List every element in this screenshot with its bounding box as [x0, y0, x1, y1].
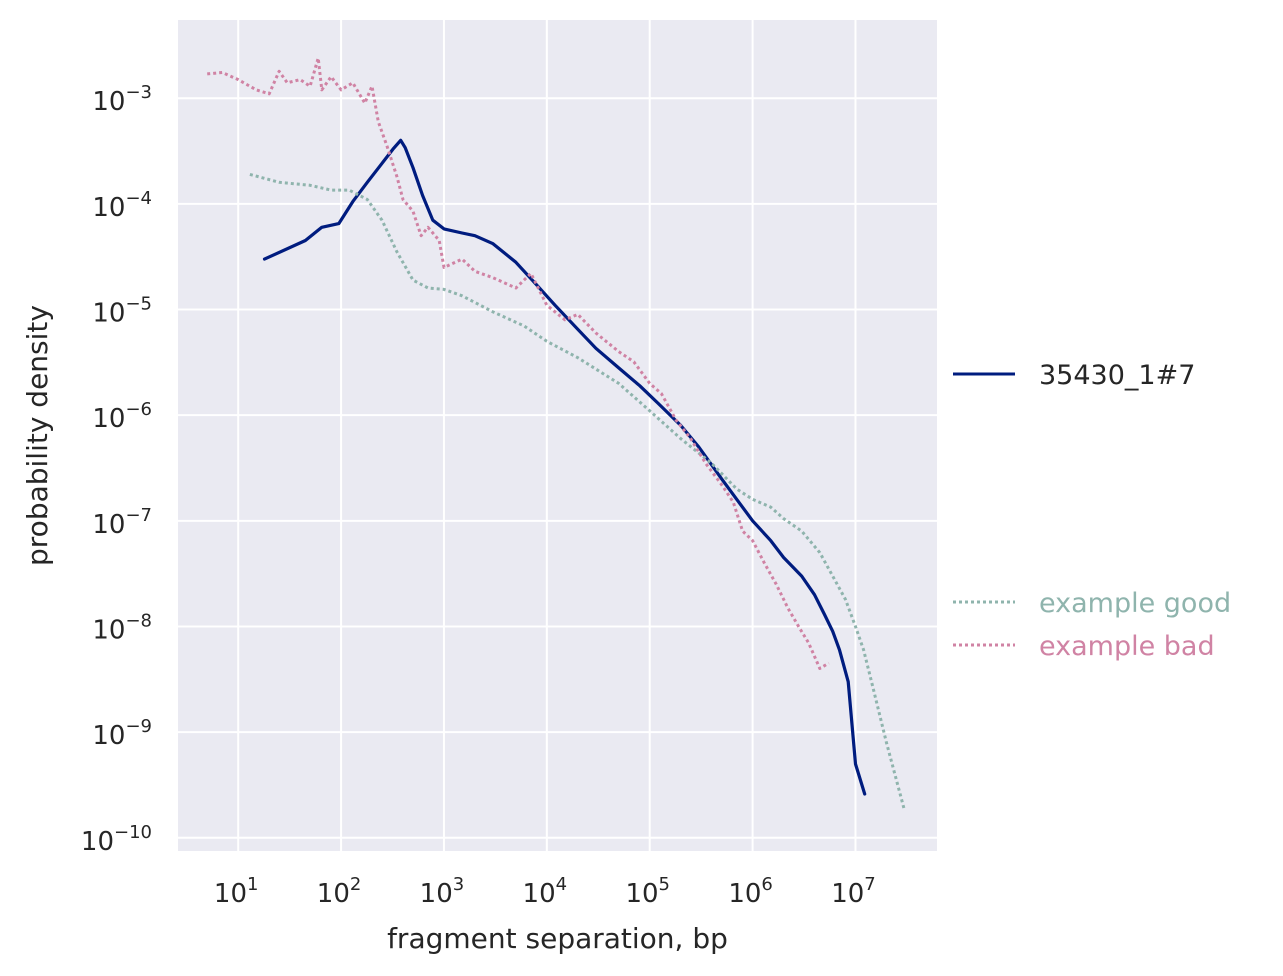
y-tick-label: 10−10: [81, 822, 152, 857]
plot-area: [178, 20, 937, 851]
y-tick-label: 10−5: [92, 294, 152, 329]
x-axis-label: fragment separation, bp: [387, 922, 728, 955]
y-tick-label: 10−8: [92, 610, 152, 645]
legend-label: example good: [1039, 588, 1231, 619]
x-tick-label: 104: [523, 874, 568, 909]
x-tick-label: 101: [214, 874, 259, 909]
legend-label: example bad: [1039, 631, 1215, 662]
series-lines: [207, 56, 907, 812]
y-tick-labels: 10−3 10−4 10−5 10−6 10−7 10−8 10−9 10−10: [81, 82, 152, 857]
y-tick-label: 10−4: [92, 188, 152, 223]
y-tick-label: 10−6: [92, 399, 152, 434]
y-tick-label: 10−7: [92, 505, 152, 540]
series-line: [262, 138, 867, 796]
x-tick-label: 102: [317, 874, 362, 909]
x-tick-label: 107: [831, 874, 876, 909]
y-tick-label: 10−9: [92, 716, 152, 751]
x-tick-label: 103: [420, 874, 465, 909]
y-tick-label: 10−3: [92, 82, 152, 117]
x-tick-labels: 101 102 103 104 105 106 107: [214, 874, 876, 909]
series-line: [249, 172, 907, 812]
y-axis-label: probability density: [21, 305, 54, 566]
x-tick-label: 106: [728, 874, 773, 909]
x-tick-label: 105: [625, 874, 670, 909]
series-line: [207, 56, 830, 670]
legend-label: 35430_1#7: [1039, 360, 1195, 391]
